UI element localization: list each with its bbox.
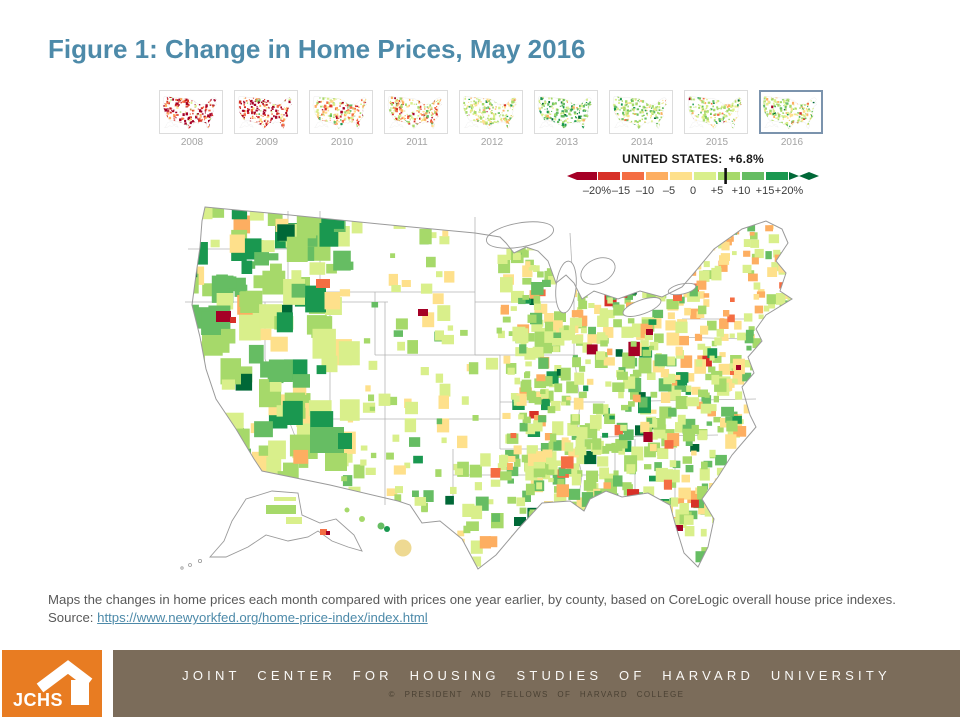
year-thumbnail-label: 2012 xyxy=(480,137,504,148)
legend-tick: –15 xyxy=(611,185,631,197)
source-link[interactable]: https://www.newyorkfed.org/home-price-in… xyxy=(97,610,428,626)
figure-caption: Maps the changes in home prices each mon… xyxy=(48,591,920,628)
year-thumbnail-label: 2011 xyxy=(406,137,428,148)
map-legend: UNITED STATES: +6.8% –20% –15 –10 –5 0 +5 +10 +1… xyxy=(567,152,819,198)
footer-banner: JOINT CENTER FOR HOUSING STUDIES OF HARV… xyxy=(113,650,960,717)
legend-tick: +5 xyxy=(710,185,724,197)
year-thumbnail-label: 2013 xyxy=(555,137,579,148)
year-thumbnail-2015[interactable]: 2015 xyxy=(684,90,750,148)
footer-copyright: © PRESIDENT AND FELLOWS OF HARVARD COLLE… xyxy=(388,690,685,699)
legend-title-label: UNITED STATES: xyxy=(622,152,723,166)
legend-tick-labels: –20% –15 –10 –5 0 +5 +10 +15 +20% xyxy=(567,185,819,198)
year-thumbnail-2016[interactable]: 2016 xyxy=(759,90,825,148)
year-thumbnail-label: 2015 xyxy=(705,137,729,148)
year-thumbnail-2010[interactable]: 2010 xyxy=(309,90,375,148)
legend-tick: 0 xyxy=(689,185,697,197)
caption-text: Maps the changes in home prices each mon… xyxy=(48,592,896,607)
legend-tick: –10 xyxy=(635,185,655,197)
footer-org-name: JOINT CENTER FOR HOUSING STUDIES OF HARV… xyxy=(182,668,891,683)
jchs-logo: JCHS xyxy=(2,650,102,717)
legend-tick: –5 xyxy=(662,185,676,197)
legend-tick: +20% xyxy=(774,185,804,197)
year-thumbnail-map[interactable] xyxy=(609,90,673,134)
legend-title: UNITED STATES: +6.8% xyxy=(567,152,819,166)
year-thumbnail-label: 2014 xyxy=(630,137,654,148)
legend-tick: –20% xyxy=(582,185,612,197)
year-thumbnail-label: 2008 xyxy=(180,137,204,148)
year-thumbnail-2011[interactable]: 2011 xyxy=(384,90,450,148)
us-county-choropleth-map xyxy=(180,206,793,570)
year-thumbnail-map[interactable] xyxy=(459,90,523,134)
legend-us-value: +6.8% xyxy=(728,152,764,166)
year-thumbnail-map[interactable] xyxy=(159,90,223,134)
jchs-house-icon: JCHS xyxy=(2,650,102,717)
year-thumbnail-map[interactable] xyxy=(234,90,298,134)
year-thumbnail-map[interactable] xyxy=(759,90,823,134)
year-thumbnail-2012[interactable]: 2012 xyxy=(459,90,525,148)
year-thumbnail-2013[interactable]: 2013 xyxy=(534,90,600,148)
year-thumbnail-2014[interactable]: 2014 xyxy=(609,90,675,148)
legend-color-scale xyxy=(567,168,819,184)
legend-tick: +15 xyxy=(755,185,775,197)
year-thumbnail-map[interactable] xyxy=(684,90,748,134)
year-thumbnail-2008[interactable]: 2008 xyxy=(159,90,225,148)
caption-source-prefix: Source: xyxy=(48,610,98,626)
year-thumbnail-label: 2010 xyxy=(330,137,354,148)
legend-tick: +10 xyxy=(731,185,751,197)
year-thumbnail-label: 2016 xyxy=(780,137,804,148)
year-thumbnail-map[interactable] xyxy=(309,90,373,134)
year-thumbnail-2009[interactable]: 2009 xyxy=(234,90,300,148)
year-thumbnail-map[interactable] xyxy=(534,90,598,134)
page-title: Figure 1: Change in Home Prices, May 201… xyxy=(48,34,586,64)
year-thumbnail-strip: 2008 2009 2010 2011 2012 2013 2014 2015 2016 xyxy=(159,90,825,148)
year-thumbnail-label: 2009 xyxy=(255,137,279,148)
jchs-logo-text: JCHS xyxy=(13,690,63,710)
year-thumbnail-map[interactable] xyxy=(384,90,448,134)
